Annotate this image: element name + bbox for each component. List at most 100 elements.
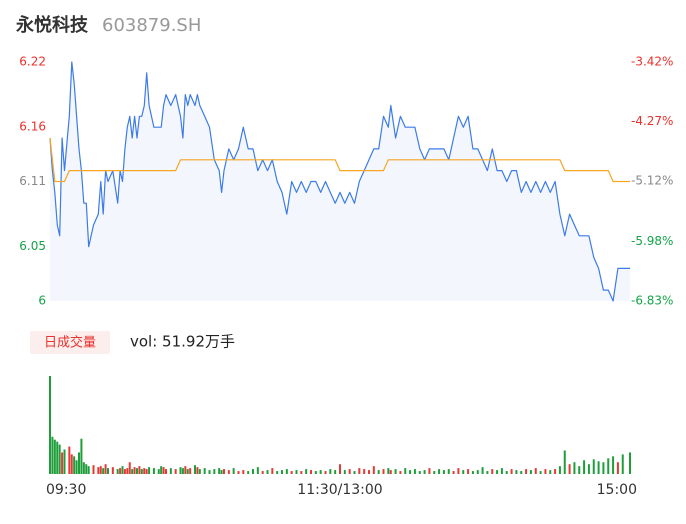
volume-bar — [203, 468, 206, 474]
volume-bar — [295, 470, 298, 474]
volume-bar — [423, 470, 426, 474]
volume-bar — [70, 454, 73, 474]
volume-bar — [428, 468, 431, 474]
x-tick-label: 11:30/13:00 — [297, 482, 382, 498]
volume-bar — [358, 468, 361, 474]
volume-bar — [174, 469, 177, 474]
volume-bar — [558, 466, 561, 474]
volume-bar — [621, 454, 624, 474]
volume-bar — [343, 470, 346, 474]
volume-bar — [394, 469, 397, 474]
volume-bar — [56, 441, 59, 474]
volume-bar — [387, 468, 390, 474]
volume-bar — [285, 469, 288, 474]
volume-bar — [162, 467, 165, 474]
volume-bar — [510, 469, 513, 474]
volume-bar — [486, 471, 489, 474]
volume-total: vol: 51.92万手 — [130, 333, 235, 351]
volume-bar — [339, 464, 341, 474]
volume-bar — [616, 462, 619, 474]
price-line — [49, 61, 630, 302]
volume-bar — [281, 470, 283, 474]
volume-bar — [181, 468, 184, 474]
volume-bar — [252, 469, 254, 474]
volume-bar — [334, 470, 337, 474]
volume-bar — [123, 469, 126, 474]
volume-bar — [597, 461, 600, 474]
volume-bar — [58, 444, 61, 474]
volume-bar — [131, 469, 134, 474]
volume-bar — [629, 452, 631, 474]
volume-bar — [310, 470, 312, 474]
stock-name: 永悦科技 — [15, 14, 89, 36]
volume-bar — [505, 471, 508, 474]
volume-bar — [525, 469, 528, 474]
volume-bar — [587, 464, 590, 474]
volume-bar — [447, 469, 450, 474]
volume-bar — [399, 471, 402, 474]
volume-bar — [104, 464, 107, 474]
volume-bar — [563, 450, 566, 474]
volume-bar — [539, 471, 542, 474]
volume-bar — [82, 462, 85, 474]
volume-bar — [85, 464, 88, 474]
volume-bar — [409, 470, 412, 474]
volume-bar — [247, 471, 250, 474]
volume-bar — [223, 469, 225, 474]
volume-bar — [218, 468, 221, 474]
volume-bar — [208, 470, 211, 474]
volume-bar — [500, 468, 503, 474]
y-tick-label: 6 — [38, 294, 46, 308]
volume-bar — [99, 466, 102, 474]
volume-bar — [116, 469, 119, 474]
volume-bar — [196, 467, 199, 474]
stock-code: 603879.SH — [102, 15, 201, 36]
volume-bar — [49, 376, 51, 474]
volume-bar — [442, 470, 445, 474]
y-tick-label: 6.22 — [19, 55, 46, 69]
volume-bar — [237, 471, 240, 474]
volume-bar — [133, 467, 136, 474]
volume-bar — [583, 460, 586, 474]
volume-bar — [121, 466, 124, 474]
volume-bar — [242, 470, 245, 474]
volume-bar — [592, 459, 595, 474]
volume-bar — [61, 452, 64, 474]
volume-bar — [119, 468, 122, 474]
volume-bar — [467, 469, 470, 474]
volume-bar — [433, 471, 436, 474]
volume-bar — [314, 471, 317, 474]
volume-bar — [80, 438, 83, 474]
volume-bar — [491, 469, 494, 474]
x-tick-label: 09:30 — [46, 482, 86, 498]
volume-bar — [324, 471, 327, 474]
volume-bar — [102, 468, 105, 474]
volume-bar — [418, 471, 421, 474]
volume-title: 日成交量 — [44, 335, 96, 351]
volume-bar — [78, 452, 80, 474]
volume-bar — [92, 465, 95, 474]
volume-bar — [75, 460, 78, 474]
volume-bar — [145, 469, 148, 474]
volume-bar — [152, 468, 155, 474]
volume-bar — [329, 469, 332, 474]
volume-bar — [194, 465, 196, 474]
y2-tick-label: -5.98% — [631, 234, 673, 248]
volume-bar — [148, 467, 151, 474]
y-tick-label: 6.05 — [19, 239, 46, 253]
volume-bar — [319, 470, 322, 474]
average-line — [49, 137, 630, 183]
volume-bar — [300, 471, 303, 474]
volume-bar — [534, 468, 537, 474]
volume-bar — [232, 468, 235, 474]
volume-bar — [220, 470, 223, 474]
y2-tick-label: -5.12% — [631, 174, 673, 188]
volume-bar — [276, 471, 279, 474]
volume-bar — [227, 470, 230, 474]
volume-bar — [452, 471, 455, 474]
volume-bar — [73, 456, 76, 474]
volume-bar — [140, 469, 143, 474]
volume-bar — [372, 466, 375, 474]
